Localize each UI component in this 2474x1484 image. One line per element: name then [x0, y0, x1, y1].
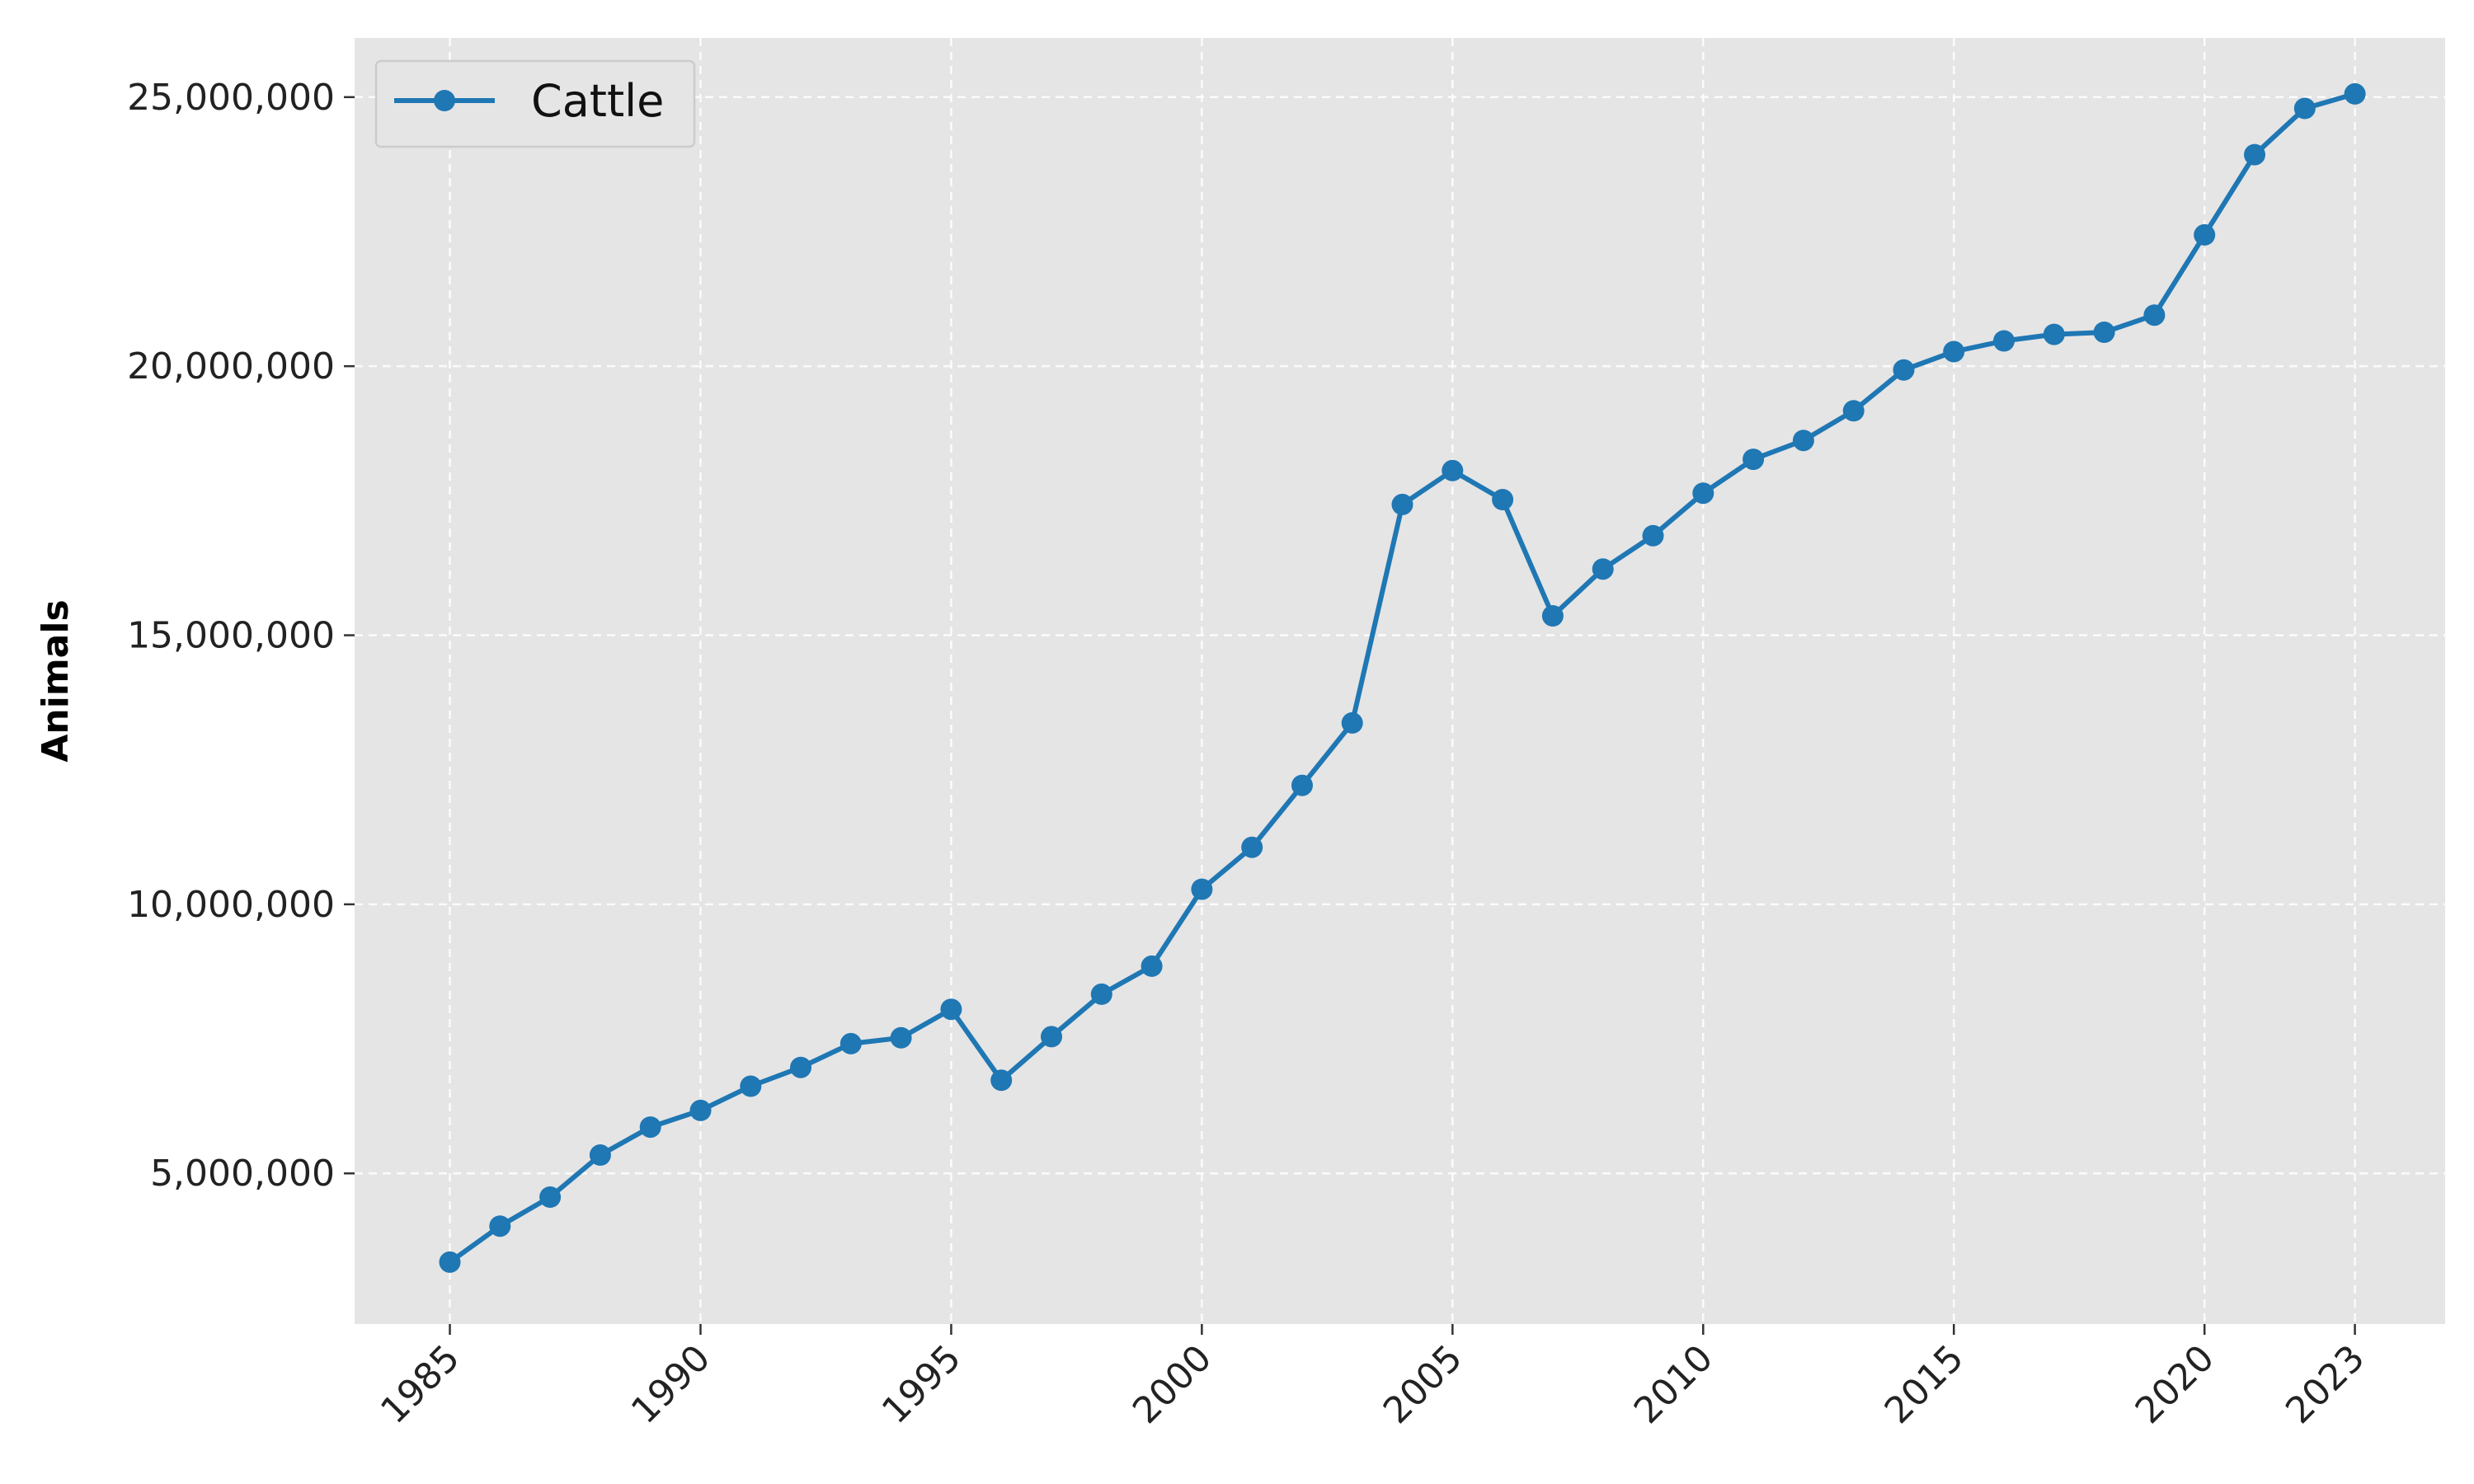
y-tick-label: 5,000,000	[150, 1153, 335, 1195]
legend-label: Cattle	[531, 75, 664, 127]
data-point	[1442, 459, 1464, 481]
data-point	[740, 1075, 762, 1097]
data-point	[1743, 448, 1765, 471]
data-point	[1792, 430, 1814, 452]
x-tick-label: 2010	[1626, 1337, 1721, 1432]
data-point	[1341, 711, 1363, 734]
data-point	[2244, 143, 2265, 166]
data-point	[1893, 359, 1915, 381]
data-point	[439, 1251, 461, 1273]
data-point	[689, 1099, 712, 1121]
y-tick-label: 20,000,000	[127, 345, 335, 387]
data-point	[1592, 558, 1614, 580]
data-point	[2093, 322, 2115, 343]
x-tick-label: 1995	[874, 1337, 969, 1432]
data-point	[1041, 1026, 1062, 1048]
x-tick-label: 2000	[1125, 1337, 1220, 1432]
data-point	[1842, 400, 1865, 422]
data-point	[2344, 82, 2366, 105]
data-point	[1141, 955, 1163, 977]
data-point	[790, 1056, 811, 1078]
x-tick-label: 2020	[2128, 1337, 2222, 1432]
x-tick-label: 2005	[1376, 1337, 1470, 1432]
data-point	[890, 1026, 912, 1049]
x-tick-label: 2015	[1877, 1337, 1972, 1432]
data-point	[1291, 774, 1313, 796]
data-point	[1943, 340, 1965, 363]
series-group	[439, 82, 2366, 1273]
data-point	[1541, 605, 1564, 627]
legend-marker	[434, 90, 455, 111]
data-point	[639, 1116, 661, 1139]
data-point	[2194, 223, 2216, 246]
data-point	[1241, 836, 1263, 858]
y-axis-label: Animals	[35, 599, 77, 762]
data-point	[840, 1032, 862, 1054]
data-point	[1391, 493, 1413, 515]
legend: Cattle	[374, 59, 696, 148]
data-point	[1692, 482, 1714, 505]
data-point	[1993, 330, 2015, 352]
data-point	[1191, 878, 1213, 900]
data-point	[1642, 524, 1664, 547]
data-point	[990, 1069, 1013, 1092]
data-point	[1492, 489, 1514, 510]
x-tick-label: 1990	[623, 1337, 718, 1432]
data-point	[2293, 97, 2316, 120]
data-point	[1090, 983, 1112, 1005]
y-tick-label: 25,000,000	[127, 77, 335, 119]
y-tick-label: 10,000,000	[127, 884, 335, 926]
data-point	[489, 1215, 511, 1237]
legend-box	[374, 59, 696, 148]
data-point	[539, 1186, 562, 1208]
data-point	[589, 1144, 611, 1166]
x-tick-label: 2023	[2278, 1337, 2373, 1432]
data-point	[940, 998, 962, 1021]
x-tick-label: 1985	[373, 1337, 468, 1432]
y-tick-label: 15,000,000	[127, 615, 335, 657]
data-point	[2143, 304, 2166, 326]
plot-area	[355, 38, 2445, 1324]
data-point	[2043, 323, 2065, 345]
